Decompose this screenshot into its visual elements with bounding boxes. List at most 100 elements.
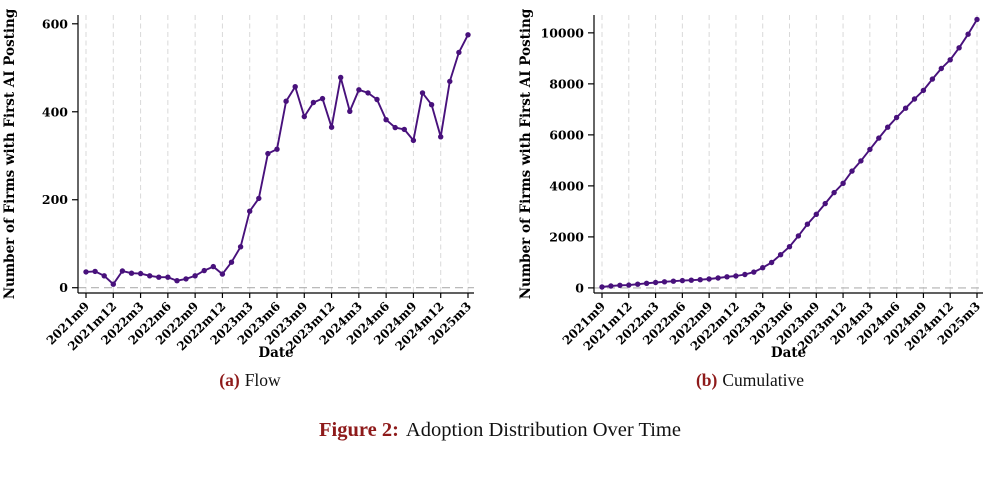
data-point <box>813 211 819 217</box>
data-point <box>920 87 927 94</box>
data-point <box>338 74 344 81</box>
data-point <box>885 124 891 130</box>
data-point <box>804 221 811 227</box>
x-axis-title: Date <box>771 345 806 361</box>
data-point <box>147 273 153 279</box>
series-markers <box>599 16 980 290</box>
x-gridlines <box>85 15 469 293</box>
subcaption-cumulative: (b) Cumulative <box>696 370 804 391</box>
y-tick-label: 0 <box>59 280 68 295</box>
data-point <box>893 114 900 121</box>
series-markers <box>83 32 471 287</box>
data-point <box>174 278 180 284</box>
data-point <box>742 271 748 278</box>
data-point <box>401 126 407 133</box>
data-point <box>392 124 398 131</box>
data-point <box>867 146 873 153</box>
data-point <box>128 270 135 276</box>
data-point <box>617 282 623 288</box>
y-tick-label: 0 <box>575 280 584 295</box>
data-point <box>760 265 766 271</box>
data-point <box>465 32 471 38</box>
data-point <box>679 277 686 284</box>
y-tick-label: 200 <box>42 192 68 207</box>
data-point <box>929 76 936 82</box>
figure-caption: Figure 2: Adoption Distribution Over Time <box>0 419 1000 442</box>
data-point <box>652 279 659 286</box>
data-point <box>438 134 444 140</box>
data-point <box>661 279 668 285</box>
y-tick-label: 8000 <box>549 76 584 91</box>
subcaption-flow-title: Flow <box>244 370 281 390</box>
data-point <box>201 267 207 274</box>
data-point <box>831 189 837 196</box>
data-point <box>383 117 389 123</box>
data-point <box>110 281 117 287</box>
data-point <box>715 275 721 281</box>
y-axis-title: Number of Firms with First AI Posting <box>518 8 534 299</box>
x-axis-title: Date <box>258 345 293 361</box>
data-point <box>635 281 641 287</box>
data-point <box>365 90 371 96</box>
data-point <box>237 244 244 250</box>
data-point <box>751 269 757 275</box>
subcaption-flow-tag: (a) <box>219 370 240 390</box>
data-point <box>292 84 298 90</box>
subcaption-cumulative-tag: (b) <box>695 370 718 390</box>
axes: 02004006002021m92021m122022m32022m62022m… <box>42 15 474 354</box>
data-point <box>192 273 198 279</box>
data-point <box>374 96 380 103</box>
panel-cumulative: 0 2000 4000 6000 8000 10000 2021m9 2021m12 2022m… <box>500 0 1000 391</box>
data-point <box>768 259 775 266</box>
data-point <box>119 268 126 274</box>
y-tick-label: 6000 <box>549 127 584 142</box>
data-point <box>670 278 677 284</box>
data-point <box>347 108 353 115</box>
data-point <box>92 268 98 275</box>
data-point <box>183 276 189 282</box>
axes: 02000400060008000100002021m92021m122022m… <box>541 15 983 354</box>
y-tick-label: 4000 <box>549 178 584 193</box>
data-point <box>137 270 144 277</box>
data-point <box>456 49 462 56</box>
data-point <box>599 284 605 290</box>
data-point <box>165 274 171 280</box>
data-point <box>786 244 793 250</box>
panel-flow: 0 200 400 600 2021m9 2021m12 2022m3 2022m6 2022m… <box>0 0 500 391</box>
data-point <box>283 98 289 104</box>
data-point <box>706 276 712 282</box>
data-point <box>822 200 828 207</box>
subcaption-cumulative-title: Cumulative <box>722 370 805 390</box>
data-point <box>410 137 417 144</box>
flow-line-chart: 02004006002021m92021m122022m32022m62022m… <box>2 8 474 361</box>
data-point <box>83 269 89 275</box>
data-point <box>902 105 909 111</box>
subcaption-flow: (a) Flow <box>219 370 280 391</box>
x-gridlines <box>601 15 978 293</box>
data-point <box>643 280 650 286</box>
data-point <box>274 146 280 152</box>
data-point <box>356 87 362 93</box>
y-tick-label: 2000 <box>549 229 584 244</box>
data-point <box>849 168 855 174</box>
data-point <box>228 259 235 265</box>
data-point <box>974 16 980 23</box>
data-point <box>156 274 162 280</box>
data-point <box>733 273 739 279</box>
data-point <box>840 180 846 186</box>
data-point <box>965 31 971 37</box>
data-point <box>688 277 694 283</box>
y-tick-label: 10000 <box>541 25 585 40</box>
figure-caption-label: Figure 2: <box>319 419 399 441</box>
data-point <box>319 95 326 102</box>
data-point <box>247 208 253 214</box>
data-point <box>310 99 317 106</box>
data-point <box>876 135 882 141</box>
y-tick-label: 400 <box>42 104 68 119</box>
data-point <box>956 45 962 51</box>
data-point <box>938 65 944 72</box>
data-point <box>301 113 307 120</box>
data-point <box>777 252 784 258</box>
data-point <box>447 78 453 85</box>
